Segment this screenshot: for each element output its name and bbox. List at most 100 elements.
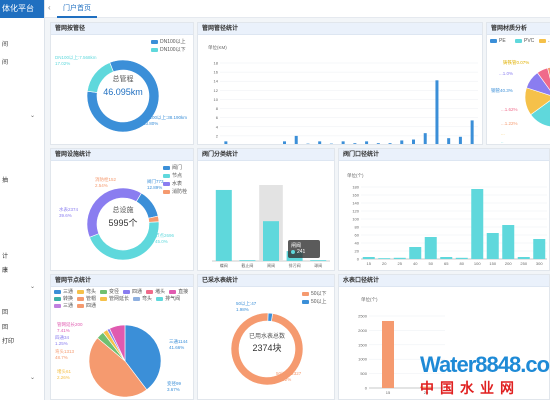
legend-swatch <box>163 189 170 194</box>
chevron-down-icon[interactable]: ⌄ <box>30 375 36 381</box>
y-tick-label: 120 <box>352 209 359 214</box>
legend-item[interactable]: 阀门 <box>163 164 182 171</box>
legend-item[interactable]: DN100以下 <box>151 46 186 53</box>
legend-item[interactable]: 节点 <box>163 172 182 179</box>
bar-300 <box>412 139 415 144</box>
bar-截止阀 <box>239 260 256 261</box>
center-title: 总设施 <box>112 207 134 214</box>
slice-label: 三通1144 41.66% <box>169 339 188 350</box>
legend-item[interactable]: 管网延长 <box>100 296 129 303</box>
legend-item[interactable]: 四通 <box>123 289 142 296</box>
legend-label: 消防栓 <box>172 189 188 195</box>
x-tick-label: 65 <box>444 261 449 266</box>
tooltip-swatch <box>291 249 295 254</box>
bar-15 <box>362 257 375 259</box>
legend-swatch <box>100 289 108 294</box>
bar-400 <box>447 138 451 144</box>
x-tick-label: 20 <box>382 261 387 266</box>
panel-title: 已采水表统计 <box>198 275 334 287</box>
bar-315 <box>423 133 427 144</box>
legend-item[interactable]: 四通 <box>77 303 96 310</box>
panel-title: 阀门口径统计 <box>339 149 549 161</box>
legend-label: 水表 <box>172 181 183 187</box>
center-value: 2374块 <box>252 343 282 353</box>
y-tick-label: 160 <box>352 193 359 198</box>
bar-300 <box>533 239 546 259</box>
sidebar-item[interactable]: 抽 <box>2 178 9 184</box>
bar-350 <box>435 80 439 144</box>
pie-slice-50以下 <box>230 312 304 386</box>
legend-item[interactable]: 管帽 <box>77 296 96 303</box>
slice-label: 消防栓152 2.54% <box>95 177 117 188</box>
legend-item[interactable]: 三通 <box>54 289 73 296</box>
legend-item[interactable]: 变径 <box>100 289 119 296</box>
bar-闸阀 <box>263 221 279 261</box>
y-tick-label: 0 <box>365 386 368 391</box>
donut-chart <box>86 187 160 261</box>
legend-item[interactable]: 堵头 <box>146 289 165 296</box>
legend-swatch <box>151 47 158 52</box>
legend-item[interactable]: 消防栓 <box>163 188 187 195</box>
legend-label: ... <box>548 38 550 44</box>
legend-label: PVC <box>524 38 535 44</box>
sidebar-item[interactable]: 康 <box>2 268 9 274</box>
y-tick-label: 16 <box>214 70 219 75</box>
sidebar-item[interactable]: 计 <box>2 254 9 260</box>
pie-slice-50以上 <box>267 312 273 322</box>
legend-item[interactable]: 直接 <box>169 289 188 296</box>
legend-swatch <box>302 291 309 296</box>
pie-slice-DN100以下 <box>86 62 114 93</box>
legend-label: DN100以下 <box>160 47 186 53</box>
sidebar-item[interactable]: 打印 <box>2 339 15 345</box>
legend-item[interactable]: 弯头 <box>77 289 96 296</box>
x-tick-label: 300 <box>536 261 543 266</box>
y-tick-label: 4 <box>216 124 219 129</box>
y-tick-label: 20 <box>355 249 360 254</box>
legend-swatch <box>133 296 141 301</box>
y-tick-label: 10 <box>214 97 219 102</box>
chevron-down-icon[interactable]: ⌄ <box>30 113 36 119</box>
bar-chart: 0 20 40 60 80 100 120 140 160 180 15 20 25 40 50 65 80 10… <box>352 185 547 266</box>
legend-item[interactable]: 转换 <box>54 296 73 303</box>
x-tick-label: 40 <box>413 261 418 266</box>
panel-title: 管网设施统计 <box>51 149 193 161</box>
legend-item[interactable]: PE <box>490 38 506 44</box>
legend-label: 直接 <box>178 289 189 295</box>
slice-label: 堵头61 2.26% <box>57 369 72 380</box>
slice-label: 50以上:47 1.98% <box>236 301 257 312</box>
legend-item[interactable]: 三通 <box>54 303 73 310</box>
sidebar-item[interactable]: 间 <box>2 42 9 48</box>
tab-home[interactable]: 门户首页 <box>57 0 97 18</box>
slice-label: 管网延长200 7.41% <box>57 322 83 333</box>
chevron-down-icon[interactable]: ⌄ <box>30 284 36 290</box>
legend-swatch <box>490 38 497 43</box>
bar-100 <box>341 141 345 144</box>
legend-item[interactable]: 50以下 <box>302 290 327 297</box>
sidebar-item[interactable]: 间 <box>2 60 9 66</box>
x-tick-label: 200 <box>505 261 512 266</box>
legend-item[interactable]: 弯头 <box>133 296 152 303</box>
y-tick-label: 180 <box>352 185 359 190</box>
legend-item[interactable]: 排气阀 <box>156 296 180 303</box>
legend-item[interactable]: ... <box>539 38 550 44</box>
legend-item[interactable]: 50以上 <box>302 298 327 305</box>
panel-material: 管网材质分析 PE PVC ... 铸铁管0.07% ...1.0% 钢管40.… <box>486 22 550 145</box>
legend-item[interactable]: DN100以上 <box>151 38 186 45</box>
panel-diameter: 管网按管径 DN100以上 DN100以下 总管程 46.095km DN100… <box>50 22 194 145</box>
tooltip-title: 闸阀 <box>291 243 302 249</box>
y-tick-label: 140 <box>352 201 359 206</box>
slice-label: DN100以上:7.568km 17.02% <box>55 55 97 66</box>
y-tick-label: 0 <box>357 257 360 262</box>
sidebar-item[interactable]: 回 <box>2 325 9 331</box>
legend-swatch <box>169 289 177 294</box>
legend-swatch <box>163 181 170 186</box>
sidebar-item[interactable]: 回 <box>2 310 9 316</box>
watermark-cn: 中国水业网 <box>420 381 520 397</box>
bar-chart: 0 500 1000 1500 2000 2500 15 20 <box>358 314 445 395</box>
back-icon[interactable]: ‹ <box>48 3 51 12</box>
legend-item[interactable]: PVC <box>515 38 534 44</box>
bar-150 <box>365 141 369 144</box>
slice-label: DN100以上:38.190km 83.80% <box>143 115 188 126</box>
legend-item[interactable]: 水表 <box>163 180 182 187</box>
bar-15 <box>382 320 394 388</box>
